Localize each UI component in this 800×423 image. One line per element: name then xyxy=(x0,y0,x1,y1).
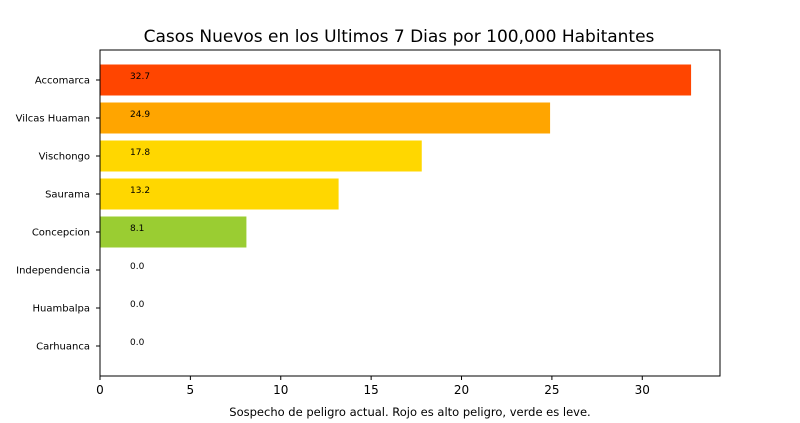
x-axis-ticks: 0 5 10 15 20 25 30 xyxy=(96,376,650,397)
x-tick-label: 25 xyxy=(544,383,559,397)
bar-vischongo xyxy=(100,140,422,172)
x-tick-label: 20 xyxy=(454,383,469,397)
value-label: 0.0 xyxy=(130,300,145,310)
y-tick-label: Vischongo xyxy=(39,152,90,163)
y-tick-label: Carhuanca xyxy=(36,342,90,353)
x-tick-label: 30 xyxy=(635,383,650,397)
bar-accomarca xyxy=(100,64,692,96)
value-label: 0.0 xyxy=(130,262,145,272)
x-axis-label: Sospecho de peligro actual. Rojo es alto… xyxy=(229,405,590,419)
bars-layer xyxy=(100,64,692,248)
x-tick-label: 0 xyxy=(96,383,104,397)
y-tick-label: Independencia xyxy=(16,266,90,277)
value-label: 8.1 xyxy=(130,224,144,234)
bar-vilcas-huaman xyxy=(100,102,551,134)
x-tick-label: 5 xyxy=(187,383,195,397)
bar-saurama xyxy=(100,178,339,210)
x-tick-label: 10 xyxy=(273,383,288,397)
value-label: 24.9 xyxy=(130,110,150,120)
plot-frame xyxy=(99,49,721,377)
y-axis-ticks: Accomarca Vilcas Huaman Vischongo Saurama Co… xyxy=(16,76,100,353)
y-tick-label: Vilcas Huaman xyxy=(16,114,90,125)
value-label: 0.0 xyxy=(130,338,145,348)
bar-concepcion xyxy=(100,216,247,248)
y-tick-label: Saurama xyxy=(45,190,90,201)
chart-title: Casos Nuevos en los Ultimos 7 Dias por 1… xyxy=(144,27,655,47)
y-tick-label: Huambalpa xyxy=(33,304,90,315)
value-label: 13.2 xyxy=(130,186,150,196)
value-label: 17.8 xyxy=(130,148,150,158)
value-labels-layer: 32.7 24.9 17.8 13.2 8.1 0.0 0.0 0.0 xyxy=(130,72,150,348)
x-tick-label: 15 xyxy=(363,383,378,397)
value-label: 32.7 xyxy=(130,72,150,82)
y-tick-label: Accomarca xyxy=(35,76,90,87)
y-tick-label: Concepcion xyxy=(32,228,90,239)
